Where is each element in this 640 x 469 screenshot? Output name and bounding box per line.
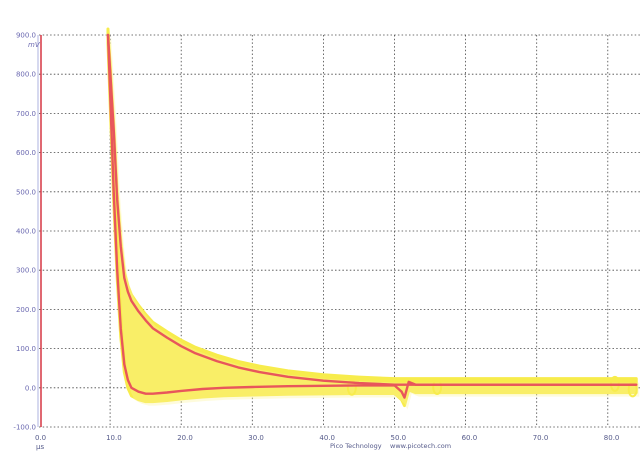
x-tick-label: 20.0 [177, 434, 193, 442]
y-tick-label: 400.0 [16, 228, 36, 236]
y-tick-label: 300.0 [16, 267, 36, 275]
x-tick-label: 0.0 [35, 434, 46, 442]
trace-line-1 [106, 33, 638, 386]
persistence-envelope [106, 27, 640, 410]
trace-line-2 [106, 33, 638, 399]
y-axis [37, 35, 42, 427]
y-tick-label: 900.0 [16, 32, 36, 40]
y-unit-label: mV [28, 41, 41, 49]
trace-lines [106, 33, 638, 399]
envelope-glitch [627, 381, 638, 398]
x-tick-labels: 0.0 10.0 20.0 30.0 40.0 50.0 60.0 70.0 80.0 [35, 434, 619, 442]
x-tick-label: 10.0 [106, 434, 122, 442]
footer-brand: Pico Technology [330, 442, 382, 450]
y-tick-label: 700.0 [16, 110, 36, 118]
x-tick-label: 80.0 [604, 434, 620, 442]
y-tick-label: 500.0 [16, 188, 36, 196]
x-tick-label: 40.0 [319, 434, 335, 442]
envelope-band [106, 27, 638, 408]
y-tick-label: -100.0 [13, 424, 36, 432]
y-tick-label: 800.0 [16, 71, 36, 79]
x-unit-label: µs [36, 443, 44, 451]
y-tick-label: 0.0 [25, 384, 36, 392]
x-tick-label: 30.0 [248, 434, 264, 442]
y-tick-label: 600.0 [16, 149, 36, 157]
envelope-glitch [432, 379, 443, 396]
x-tick-label: 70.0 [533, 434, 549, 442]
envelope-glitch [346, 379, 357, 396]
footer-url: www.picotech.com [390, 442, 451, 450]
y-tick-labels: 900.0 800.0 700.0 600.0 500.0 400.0 300.0 200.0… [13, 32, 36, 432]
x-tick-label: 50.0 [391, 434, 407, 442]
y-tick-label: 100.0 [16, 345, 36, 353]
x-tick-label: 60.0 [462, 434, 478, 442]
envelope-highlight [110, 33, 640, 410]
y-tick-label: 200.0 [16, 306, 36, 314]
